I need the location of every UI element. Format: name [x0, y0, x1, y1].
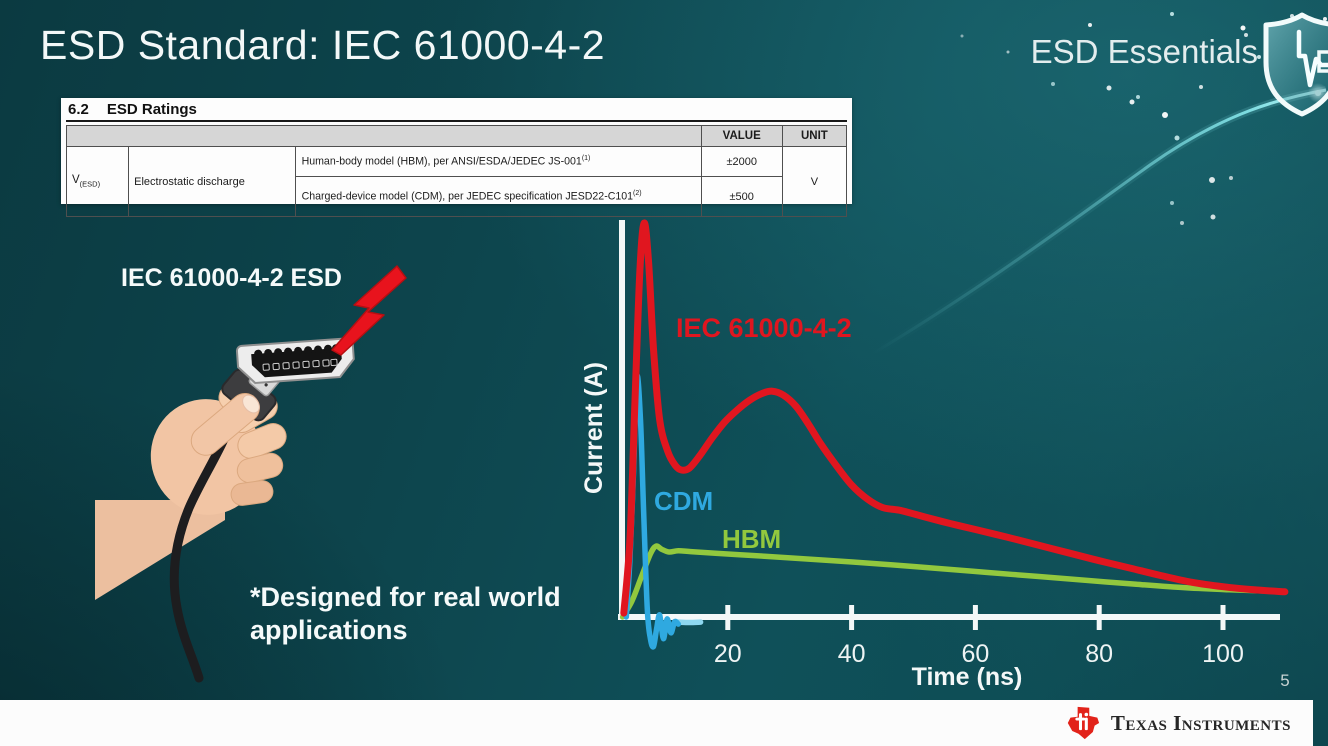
page-number: 5	[1280, 671, 1290, 690]
esd-ratings-table-panel: 6.2 ESD Ratings VALUE UNIT V(ESD) Electr…	[61, 98, 852, 217]
footnote-line-2: applications	[250, 614, 408, 645]
forearm	[95, 500, 225, 600]
table-row: Charged-device model (CDM), per JEDEC sp…	[67, 176, 847, 217]
lightning-icon	[331, 265, 407, 356]
footnote-line-1: *Designed for real world	[250, 582, 561, 612]
x-tick-label: 20	[714, 640, 742, 668]
header-empty-cell	[66, 125, 702, 147]
cdm-description-cell: Charged-device model (CDM), per JEDEC sp…	[294, 176, 702, 217]
param-symbol: V	[72, 174, 80, 187]
cdm-footnote: (2)	[633, 189, 642, 197]
esd-ratings-table: VALUE UNIT V(ESD) Electrostatic discharg…	[65, 125, 848, 217]
hbm-value-cell: ±2000	[700, 146, 783, 177]
table-row: V(ESD) Electrostatic discharge Human-bod…	[65, 146, 848, 217]
hbm-footnote: (1)	[581, 154, 591, 162]
param-symbol-subscript: (ESD)	[79, 179, 101, 189]
param-symbol-cell: V(ESD)	[65, 146, 130, 217]
series-label-iec: IEC 61000-4-2	[676, 313, 852, 343]
footnote-text: *Designed for real world applications	[250, 581, 561, 647]
shield-pulse-icon	[1263, 12, 1328, 117]
slide-title: ESD Standard: IEC 61000-4-2	[40, 22, 606, 68]
table-heading: 6.2 ESD Ratings	[66, 100, 847, 122]
hand-hdmi-illustration	[95, 265, 407, 683]
thumbnail	[242, 394, 260, 414]
x-tick-label: 60	[961, 640, 989, 668]
table-header-row: VALUE UNIT	[66, 125, 848, 147]
cdm-value-cell: ±500	[700, 176, 783, 217]
x-tick-label: 100	[1202, 640, 1244, 668]
unit-cell: V	[781, 146, 848, 217]
y-axis-label: Current (A)	[580, 362, 608, 494]
brand-title: ESD Essentials	[1030, 33, 1258, 70]
hbm-description: Human-body model (HBM), per ANSI/ESDA/JE…	[301, 155, 582, 168]
hbm-description-cell: Human-body model (HBM), per ANSI/ESDA/JE…	[294, 146, 702, 177]
table-heading-text: ESD Ratings	[106, 101, 197, 118]
param-name-cell: Electrostatic discharge	[128, 146, 296, 217]
x-tick-label: 40	[838, 640, 866, 668]
cdm-description: Charged-device model (CDM), per JEDEC sp…	[301, 190, 634, 203]
series-curve-HBM	[619, 543, 1288, 620]
ti-logo-icon	[1067, 706, 1099, 740]
col-header-unit: UNIT	[781, 125, 848, 147]
series-label-hbm: HBM	[722, 524, 782, 554]
series-label-cdm: CDM	[654, 486, 714, 516]
star-dots	[960, 12, 1327, 225]
hdmi-connector-icon	[235, 337, 355, 384]
x-axis-label: Time (ns)	[911, 663, 1023, 691]
col-header-value: VALUE	[700, 125, 783, 147]
comet-streak	[871, 88, 1327, 356]
cable	[169, 407, 240, 683]
illustration-label: IEC 61000-4-2 ESD	[121, 264, 342, 292]
ti-wordmark: Texas Instruments	[1110, 710, 1291, 735]
table-heading-number: 6.2	[68, 101, 89, 118]
x-tick-label: 80	[1085, 640, 1113, 668]
footer-bar: Texas Instruments	[0, 700, 1313, 746]
series-curve-IEC 61000-4-2	[620, 219, 1289, 617]
